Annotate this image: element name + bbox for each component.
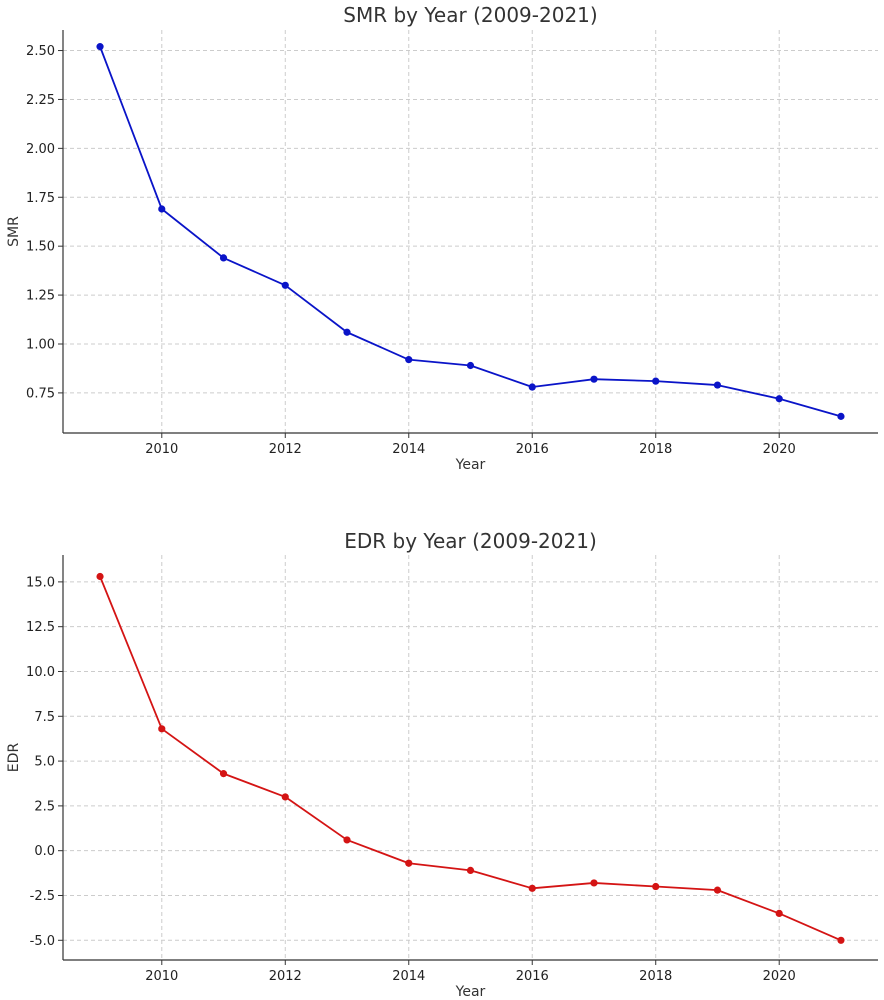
edr-data-point <box>466 866 475 874</box>
smr-x-axis-label: Year <box>455 457 486 473</box>
smr-data-point <box>281 281 289 289</box>
edr-x-tick-label: 2020 <box>763 969 796 984</box>
smr-data-point <box>158 205 166 213</box>
edr-chart: 2010 2012 2014 2016 2018 2020 -5.0 -2.5 0.0 2.5 5.… <box>6 529 878 1000</box>
edr-data-point <box>590 879 598 887</box>
smr-series-line <box>99 46 842 418</box>
smr-data-point <box>343 328 351 336</box>
edr-data-point <box>405 859 413 867</box>
edr-y-tick-label: 2.5 <box>34 799 55 814</box>
edr-series-line <box>99 576 842 942</box>
smr-data-point <box>775 395 783 403</box>
smr-x-tick-label: 2014 <box>392 442 425 457</box>
edr-x-tick-label: 2018 <box>639 969 672 984</box>
smr-y-tick-label: 1.75 <box>26 191 55 206</box>
edr-data-point <box>219 770 228 778</box>
edr-data-point <box>343 836 351 844</box>
smr-y-tick-label: 0.75 <box>26 386 55 401</box>
edr-chart-title: EDR by Year (2009-2021) <box>344 529 597 553</box>
edr-x-tick-label: 2012 <box>269 969 302 984</box>
smr-y-tick-label: 2.25 <box>26 93 55 108</box>
smr-x-tick-label: 2018 <box>639 442 672 457</box>
edr-y-tick-label: 12.5 <box>26 620 55 635</box>
smr-x-tick-label: 2010 <box>145 442 178 457</box>
edr-data-point <box>775 909 783 918</box>
edr-y-tick-label: 10.0 <box>26 665 55 680</box>
smr-data-point <box>652 377 660 385</box>
smr-y-tick-label: 1.00 <box>26 337 55 352</box>
smr-x-tick-label: 2020 <box>763 442 796 457</box>
smr-data-point <box>219 254 228 262</box>
edr-data-point <box>281 793 289 801</box>
smr-data-point <box>96 43 104 51</box>
edr-x-tick-label: 2016 <box>516 969 549 984</box>
edr-x-axis-label: Year <box>455 984 486 1000</box>
smr-y-tick-label: 2.00 <box>26 142 55 157</box>
edr-data-point <box>713 886 722 894</box>
edr-x-tick-label: 2010 <box>145 969 178 984</box>
edr-y-tick-label: 15.0 <box>26 575 55 590</box>
edr-y-tick-label: -2.5 <box>30 889 55 904</box>
smr-y-axis-label: SMR <box>6 216 22 247</box>
edr-y-tick-label: 5.0 <box>34 755 55 770</box>
smr-data-point <box>713 381 722 389</box>
edr-data-point <box>528 884 536 892</box>
smr-data-point <box>590 375 598 383</box>
smr-chart: 2010 2012 2014 2016 2018 2020 0.75 1.00 1.25 1.50… <box>6 3 878 473</box>
smr-y-tick-label: 1.25 <box>26 289 55 304</box>
edr-y-tick-label: 7.5 <box>34 710 55 725</box>
smr-data-point <box>466 361 475 370</box>
smr-data-point <box>528 383 536 391</box>
smr-y-tick-label: 1.50 <box>26 240 55 255</box>
edr-data-point <box>96 572 104 581</box>
smr-chart-title: SMR by Year (2009-2021) <box>343 3 597 27</box>
edr-y-tick-label: 0.0 <box>34 844 55 859</box>
edr-x-tick-label: 2014 <box>392 969 425 984</box>
smr-x-tick-label: 2012 <box>269 442 302 457</box>
edr-data-point <box>837 936 845 944</box>
edr-data-point <box>652 882 660 891</box>
smr-data-point <box>837 412 845 420</box>
edr-y-axis-label: EDR <box>6 743 22 773</box>
smr-y-tick-label: 2.50 <box>26 44 55 59</box>
edr-data-point <box>158 725 166 733</box>
smr-x-tick-label: 2016 <box>516 442 549 457</box>
smr-data-point <box>405 356 413 364</box>
edr-y-tick-label: -5.0 <box>30 934 55 949</box>
